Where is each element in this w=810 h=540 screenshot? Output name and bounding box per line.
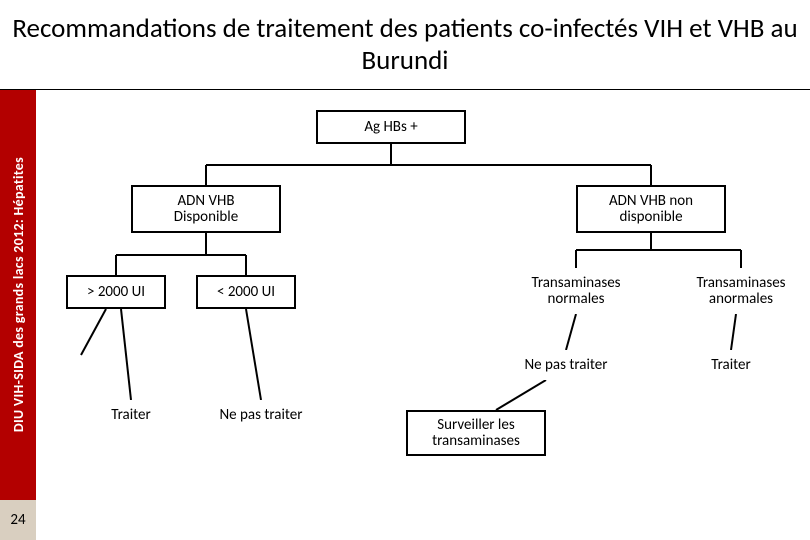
sidebar: DIU VIH-SIDA des grands lacs 2012: Hépat… [0, 90, 36, 500]
node-transaminases-anormales: Transaminasesanormales [676, 268, 806, 314]
node-adn-disponible: ADN VHBDisponible [131, 185, 281, 233]
node-gt-2000: > 2000 UI [66, 275, 166, 309]
node-adn-non-disponible: ADN VHB nondisponible [576, 185, 726, 233]
flowchart-canvas: Ag HBs + ADN VHBDisponible ADN VHB nondi… [36, 90, 810, 540]
slide-title-bar: Recommandations de traitement des patien… [0, 0, 810, 90]
node-traiter-2: Traiter [691, 350, 771, 380]
node-ne-pas-traiter-1: Ne pas traiter [506, 350, 626, 380]
node-ne-pas-traiter-2: Ne pas traiter [201, 400, 321, 430]
node-surveiller: Surveiller lestransaminases [406, 410, 546, 456]
sidebar-label: DIU VIH-SIDA des grands lacs 2012: Hépat… [10, 157, 27, 432]
node-root: Ag HBs + [316, 110, 466, 144]
node-transaminases-normales: Transaminasesnormales [511, 268, 641, 314]
connectors [36, 90, 810, 540]
slide-title: Recommandations de traitement des patien… [0, 13, 810, 75]
node-traiter-1: Traiter [91, 400, 171, 430]
node-lt-2000: < 2000 UI [196, 275, 296, 309]
page-number: 24 [0, 500, 36, 540]
